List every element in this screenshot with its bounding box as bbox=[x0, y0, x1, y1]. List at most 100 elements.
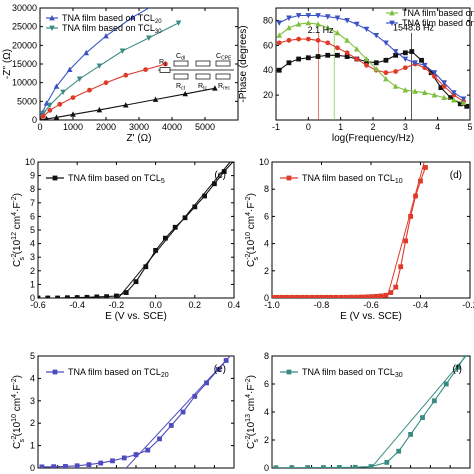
ylabel-part: ) bbox=[12, 193, 23, 196]
y-tick-label: 9 bbox=[30, 171, 35, 181]
y-tick-label: 2 bbox=[264, 266, 269, 276]
data-point bbox=[296, 56, 302, 62]
y-tick-label: 4 bbox=[30, 373, 35, 383]
data-point bbox=[421, 62, 428, 69]
ylabel-part: cm bbox=[12, 216, 23, 232]
ylabel-sub: s bbox=[19, 439, 26, 443]
data-point bbox=[329, 294, 334, 298]
data-point bbox=[441, 84, 447, 89]
data-point bbox=[40, 110, 47, 117]
data-point bbox=[286, 15, 292, 21]
legend-swatch-marker bbox=[286, 369, 292, 375]
ylabel-sup: 4 bbox=[11, 394, 18, 398]
data-point bbox=[129, 14, 136, 20]
data-point bbox=[438, 85, 444, 91]
y-axis-label: C-2s (1010 cm4·F-2) bbox=[11, 375, 26, 449]
series-group bbox=[40, 8, 218, 120]
x-axis-label: E (V vs. SCE) bbox=[340, 311, 402, 322]
chart-panel-d: -1.0 -0.8 -0.6 -0.4 -0.2 0 2 4 6 8 10 E (V vs. SCE)… bbox=[245, 157, 474, 322]
data-point bbox=[143, 264, 149, 270]
data-point bbox=[348, 294, 354, 298]
legend-entry: TNA film based on TCL5 bbox=[68, 173, 165, 185]
series-group bbox=[39, 356, 231, 468]
legend-label: TNA film based on TCL bbox=[62, 13, 155, 23]
legend-sub: 10 bbox=[395, 178, 403, 185]
data-point bbox=[57, 101, 63, 107]
x-tick-label: 3 bbox=[403, 122, 408, 132]
data-point bbox=[354, 21, 360, 28]
data-point bbox=[74, 295, 80, 298]
data-point bbox=[40, 113, 46, 119]
circuit-label-sub: rec bbox=[223, 86, 230, 92]
data-point bbox=[324, 14, 331, 20]
circuit-label: Rct bbox=[176, 83, 186, 92]
y-tick-label: 0 bbox=[264, 293, 269, 303]
data-point bbox=[299, 294, 305, 298]
x-tick-label: -0.2 bbox=[109, 300, 125, 310]
panel-label: (c) bbox=[214, 170, 226, 181]
circuit-label-sub: CPE bbox=[221, 56, 232, 62]
data-point bbox=[378, 293, 384, 298]
legend-entry: TNA film based on TCL20 bbox=[62, 13, 162, 25]
data-point bbox=[412, 60, 418, 66]
legend-swatch-marker bbox=[286, 175, 292, 181]
circuit-label-main: R bbox=[198, 83, 203, 90]
ylabel-part: (10 bbox=[12, 421, 23, 439]
legend-sub: 20 bbox=[155, 19, 162, 25]
data-point bbox=[83, 49, 89, 56]
data-point bbox=[223, 358, 229, 363]
data-point bbox=[338, 294, 344, 298]
data-point bbox=[110, 458, 115, 464]
x-tick-label: 2000 bbox=[96, 122, 116, 132]
y-tick-label: 5 bbox=[30, 351, 35, 361]
circuit-label-sub: ct bbox=[181, 86, 186, 92]
series-group bbox=[276, 13, 470, 109]
data-point bbox=[412, 88, 418, 94]
data-point bbox=[358, 294, 364, 298]
ylabel-sup: -2 bbox=[245, 435, 252, 441]
circuit-label: Rrec bbox=[218, 83, 231, 92]
data-point bbox=[344, 50, 350, 56]
data-point bbox=[114, 293, 119, 298]
data-point bbox=[344, 54, 350, 59]
x-tick-label: 0 bbox=[37, 122, 42, 132]
data-point bbox=[393, 284, 399, 290]
data-point bbox=[51, 464, 57, 468]
data-point bbox=[55, 295, 60, 298]
data-point bbox=[60, 89, 66, 95]
data-point bbox=[334, 29, 341, 36]
data-point bbox=[460, 96, 467, 102]
circuit-resistor bbox=[215, 73, 231, 80]
ylabel-sup: 12 bbox=[11, 232, 18, 240]
legend-entry: TNA film based on TCL20 bbox=[402, 8, 474, 20]
circuit-label-main: R bbox=[218, 83, 223, 90]
panel-label: (f) bbox=[453, 364, 462, 375]
data-point bbox=[212, 181, 217, 187]
data-point bbox=[383, 70, 389, 76]
data-point bbox=[457, 101, 463, 107]
circuit-label-main: C bbox=[216, 53, 221, 60]
data-point bbox=[383, 75, 389, 82]
data-point bbox=[295, 13, 302, 19]
data-point bbox=[146, 35, 152, 41]
y-axis-label: C-2s (1010 cm4·F-2) bbox=[245, 193, 260, 267]
data-point bbox=[294, 294, 300, 298]
ylabel-part: ) bbox=[12, 375, 23, 378]
data-point bbox=[392, 83, 399, 89]
legend-swatch-marker bbox=[49, 25, 55, 31]
ylabel-part: (10 bbox=[246, 239, 257, 257]
fit-line bbox=[125, 356, 231, 468]
circuit-label-sub: 1 bbox=[164, 62, 167, 68]
data-point bbox=[70, 95, 76, 100]
y-tick-label: 10000 bbox=[12, 78, 37, 88]
data-point bbox=[38, 295, 41, 298]
data-point bbox=[274, 294, 280, 298]
y-axis-label: C-2s (1013 cm4·F-2) bbox=[245, 375, 260, 449]
data-point bbox=[47, 102, 53, 109]
data-point bbox=[464, 103, 470, 109]
circuit-label-main: C bbox=[176, 53, 181, 60]
